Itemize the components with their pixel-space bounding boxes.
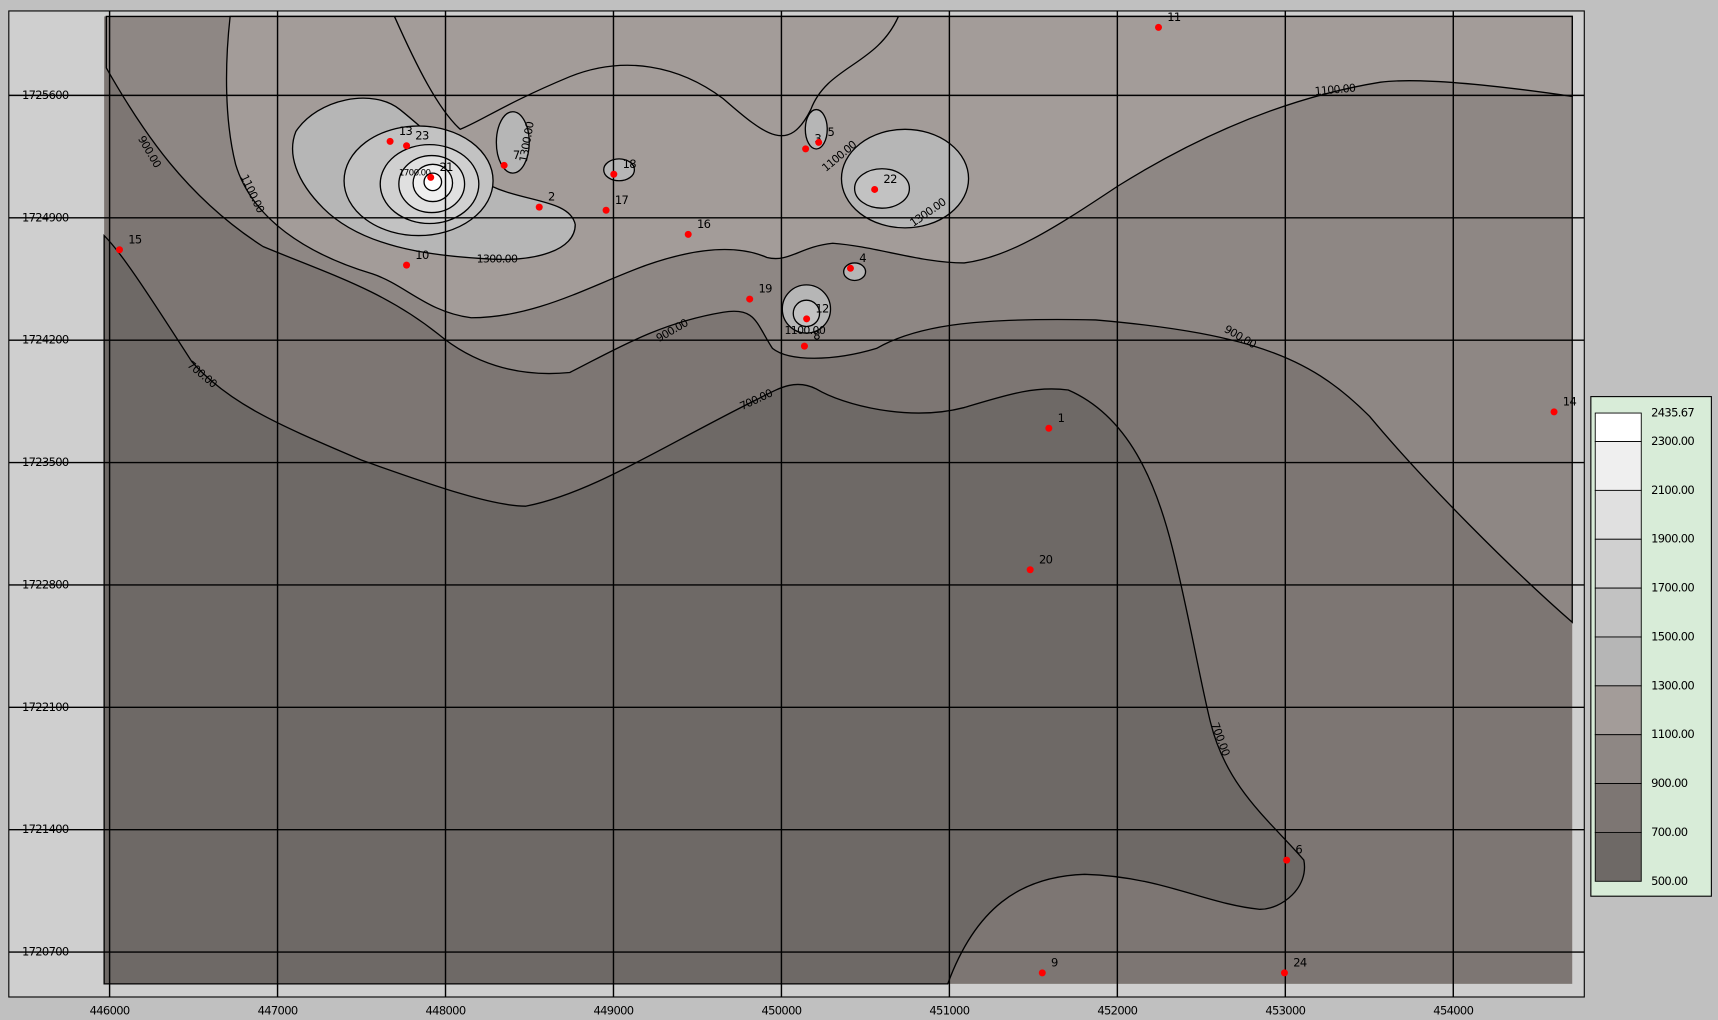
x-tick-label: 450000 xyxy=(761,1004,801,1018)
x-tick-label: 452000 xyxy=(1097,1004,1137,1018)
point-label: 19 xyxy=(758,282,772,296)
legend-label: 500.00 xyxy=(1651,874,1688,888)
legend-swatch xyxy=(1594,685,1642,736)
contour-label: 1100.00 xyxy=(1314,81,1356,98)
sample-point xyxy=(610,170,618,178)
legend-swatch xyxy=(1594,441,1642,491)
legend-label: 2100.00 xyxy=(1651,483,1694,497)
point-label: 12 xyxy=(815,301,829,315)
contour-label: 1700.00 xyxy=(399,169,431,179)
legend-swatch xyxy=(1594,831,1642,882)
sample-point xyxy=(746,295,754,303)
legend-label: 1500.00 xyxy=(1651,629,1694,643)
legend-swatch xyxy=(1594,783,1642,833)
sample-point xyxy=(684,230,692,238)
contour-line xyxy=(393,16,900,137)
sample-point xyxy=(403,142,411,150)
point-label: 20 xyxy=(1039,552,1053,566)
legend-label: 1900.00 xyxy=(1651,532,1694,546)
sample-point xyxy=(1045,424,1053,432)
region-below-700 xyxy=(103,233,1306,985)
legend-swatch xyxy=(1594,538,1642,589)
point-label: 4 xyxy=(859,251,866,265)
point-label: 21 xyxy=(439,160,453,174)
point-label: 2 xyxy=(548,190,555,204)
point-label: 16 xyxy=(697,217,711,231)
point-label: 22 xyxy=(883,172,897,186)
region-1300-1500 xyxy=(495,111,530,174)
point-label: 10 xyxy=(415,248,429,262)
y-tick-label: 1720700 xyxy=(22,945,69,959)
legend-label: 900.00 xyxy=(1651,776,1688,790)
legend-label: 700.00 xyxy=(1651,825,1688,839)
y-tick-label: 1722100 xyxy=(22,700,69,714)
point-label: 18 xyxy=(623,157,637,171)
x-tick-label: 446000 xyxy=(90,1004,130,1018)
point-label: 11 xyxy=(1167,10,1181,24)
sample-point xyxy=(800,342,808,350)
legend-label: 1300.00 xyxy=(1651,678,1694,692)
x-tick-label: 453000 xyxy=(1265,1004,1305,1018)
y-tick-label: 1723500 xyxy=(22,455,69,469)
point-label: 24 xyxy=(1293,956,1307,970)
sample-point xyxy=(386,137,394,145)
y-tick-label: 1722800 xyxy=(22,577,69,591)
x-tick-label: 454000 xyxy=(1433,1004,1473,1018)
legend-swatch xyxy=(1594,489,1642,540)
sample-point xyxy=(846,264,854,272)
y-tick-label: 1721400 xyxy=(22,822,69,836)
region-1500-1700 xyxy=(853,168,911,209)
legend-swatch xyxy=(1594,636,1642,687)
x-tick-label: 451000 xyxy=(929,1004,969,1018)
point-label: 5 xyxy=(827,125,834,139)
legend-swatch xyxy=(1594,734,1642,785)
contour-label: 1100.00 xyxy=(784,324,825,337)
point-label: 1 xyxy=(1058,411,1065,425)
y-tick-label: 1725600 xyxy=(22,88,69,102)
legend-label: 1700.00 xyxy=(1651,581,1694,595)
x-tick-label: 447000 xyxy=(258,1004,298,1018)
sample-point xyxy=(1038,969,1046,977)
sample-point xyxy=(403,261,411,269)
legend-swatch xyxy=(1594,587,1642,638)
point-label: 3 xyxy=(814,132,821,146)
sample-point xyxy=(1283,856,1291,864)
region-1500-1700 xyxy=(792,299,821,328)
sample-point xyxy=(1550,408,1558,416)
point-label: 23 xyxy=(415,128,429,142)
y-tick-label: 1724200 xyxy=(22,333,69,347)
point-label: 6 xyxy=(1295,843,1302,857)
sample-point xyxy=(500,161,508,169)
legend-label: 1100.00 xyxy=(1651,727,1694,741)
point-label: 14 xyxy=(1563,394,1577,408)
sample-point xyxy=(427,173,435,181)
contour-label: 1300.00 xyxy=(477,253,518,266)
sample-point xyxy=(802,145,810,153)
sample-point xyxy=(1026,566,1034,574)
sample-point xyxy=(602,206,610,214)
point-label: 7 xyxy=(513,148,520,162)
sample-point xyxy=(803,315,811,323)
legend-label: 2435.67 xyxy=(1651,406,1694,420)
x-tick-label: 448000 xyxy=(426,1004,466,1018)
sample-point xyxy=(535,203,543,211)
y-tick-label: 1724900 xyxy=(22,210,69,224)
region-1300-1500 xyxy=(843,262,867,282)
sample-point xyxy=(815,138,823,146)
region-1300-1500 xyxy=(804,108,828,150)
legend-swatch xyxy=(1594,412,1642,442)
sample-point xyxy=(1280,969,1288,977)
point-label: 15 xyxy=(128,232,142,246)
point-label: 13 xyxy=(399,124,413,138)
point-label: 17 xyxy=(615,193,629,207)
sample-point xyxy=(115,246,124,254)
point-label: 9 xyxy=(1051,956,1058,970)
sample-point xyxy=(871,185,879,193)
sample-point xyxy=(1154,23,1163,31)
x-tick-label: 449000 xyxy=(593,1004,633,1018)
point-label: 8 xyxy=(813,329,820,343)
legend-label: 2300.00 xyxy=(1651,434,1694,448)
